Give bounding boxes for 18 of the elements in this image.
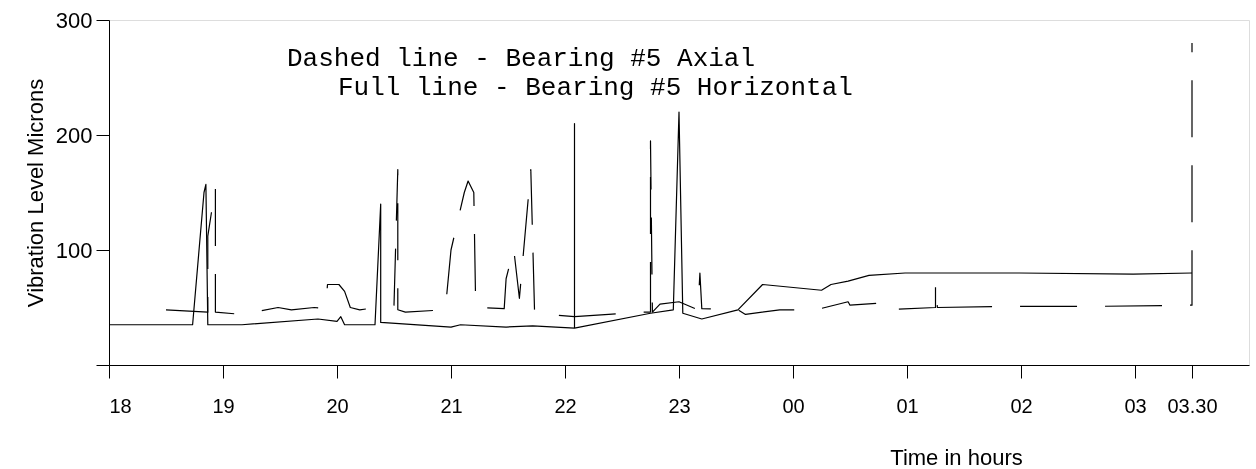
- x-tick-label: 03: [1124, 394, 1147, 417]
- x-tick-label: 02: [1010, 394, 1033, 417]
- x-tick-label: 22: [554, 394, 577, 417]
- y-tick-label: 300: [55, 7, 93, 33]
- x-tick-label: 03.30: [1167, 394, 1218, 417]
- x-tick-label: 21: [440, 394, 463, 417]
- annotation: Full line - Bearing #5 Horizontal: [338, 73, 853, 103]
- y-tick-label: 100: [55, 237, 93, 263]
- x-tick-label: 20: [326, 394, 349, 417]
- x-tick-label: 01: [896, 394, 919, 417]
- y-tick-label: 200: [55, 122, 93, 148]
- y-axis-title: Vibration Level Microns: [22, 78, 48, 308]
- x-tick-label: 19: [212, 394, 235, 417]
- x-axis-title: Time in hours: [890, 444, 1023, 469]
- annotation: Dashed line - Bearing #5 Axial: [287, 44, 756, 74]
- x-tick-label: 00: [782, 394, 805, 417]
- x-tick-label: 23: [668, 394, 691, 417]
- x-tick-label: 18: [109, 394, 132, 417]
